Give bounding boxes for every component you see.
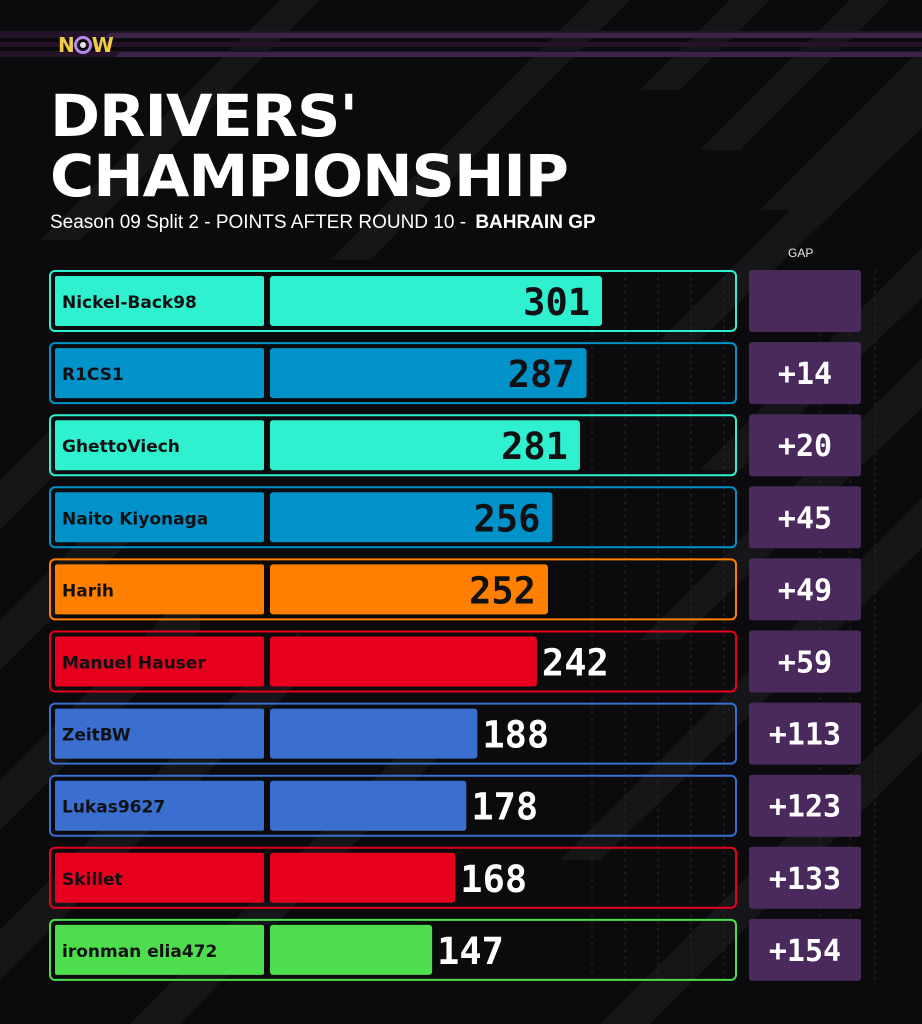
points-bar bbox=[270, 924, 433, 975]
gap-label: +49 bbox=[778, 573, 832, 608]
gap-label: +133 bbox=[769, 862, 841, 897]
driver-name-box bbox=[55, 564, 264, 615]
driver-name-box bbox=[55, 420, 264, 471]
logo-o-icon bbox=[73, 35, 92, 54]
event-name: BAHRAIN GP bbox=[475, 212, 596, 233]
gap-column-header: GAP bbox=[788, 246, 814, 260]
points-bar bbox=[270, 780, 467, 831]
driver-name-box bbox=[55, 636, 264, 687]
row-frame bbox=[49, 630, 737, 693]
driver-name: GhettoViech bbox=[62, 437, 180, 457]
points-bar bbox=[270, 276, 602, 326]
points-label: 281 bbox=[501, 425, 568, 468]
row-frame bbox=[49, 702, 737, 765]
driver-name: Harih bbox=[62, 581, 114, 601]
name-separator bbox=[265, 348, 269, 399]
gap-box bbox=[749, 846, 861, 909]
row-frame bbox=[49, 486, 737, 549]
driver-name: ZeitBW bbox=[62, 726, 131, 746]
points-label: 252 bbox=[469, 569, 536, 612]
driver-name-box bbox=[55, 708, 264, 759]
points-bar bbox=[270, 852, 456, 903]
name-separator bbox=[265, 564, 269, 615]
points-bar bbox=[270, 564, 548, 615]
row-frame bbox=[49, 342, 737, 405]
points-bar bbox=[270, 348, 587, 399]
gap-box bbox=[749, 918, 861, 981]
driver-name: Skillet bbox=[62, 870, 123, 890]
driver-name: Nickel-Back98 bbox=[62, 293, 197, 313]
gap-box bbox=[749, 414, 861, 477]
points-label: 147 bbox=[437, 930, 504, 973]
gap-box bbox=[749, 702, 861, 765]
points-label: 178 bbox=[471, 786, 538, 829]
title-line-2: CHAMPIONSHIP bbox=[50, 142, 569, 210]
name-separator bbox=[265, 636, 269, 687]
subtitle-text: Season 09 Split 2 - POINTS AFTER ROUND 1… bbox=[50, 212, 467, 233]
driver-name-box bbox=[55, 852, 264, 903]
title-line-1: DRIVERS' bbox=[50, 82, 358, 150]
driver-name-box bbox=[55, 348, 264, 399]
gap-label: +59 bbox=[778, 646, 832, 681]
points-label: 242 bbox=[542, 642, 609, 685]
driver-name-box bbox=[55, 924, 264, 975]
points-bar bbox=[270, 420, 580, 471]
gap-box bbox=[749, 342, 861, 405]
name-separator bbox=[265, 852, 269, 903]
name-separator bbox=[265, 420, 269, 471]
points-bar bbox=[270, 708, 478, 759]
name-separator bbox=[265, 924, 269, 975]
gap-box bbox=[749, 558, 861, 621]
gap-box bbox=[749, 486, 861, 549]
page-title: DRIVERS' CHAMPIONSHIP bbox=[50, 82, 569, 210]
points-bar bbox=[270, 492, 553, 543]
name-separator bbox=[265, 492, 269, 543]
points-label: 188 bbox=[482, 714, 549, 757]
gap-label: +113 bbox=[769, 718, 841, 753]
row-frame bbox=[49, 846, 737, 909]
gap-label: +154 bbox=[769, 934, 841, 969]
points-label: 256 bbox=[474, 497, 541, 540]
gap-box bbox=[749, 774, 861, 837]
driver-name-box bbox=[55, 492, 264, 543]
driver-name: Manuel Hauser bbox=[62, 654, 206, 674]
points-bar bbox=[270, 636, 537, 687]
points-label: 301 bbox=[523, 281, 590, 324]
row-frame bbox=[49, 774, 737, 837]
row-frame bbox=[49, 918, 737, 981]
gap-box bbox=[749, 630, 861, 693]
name-separator bbox=[265, 276, 269, 326]
points-label: 168 bbox=[460, 858, 527, 901]
row-frame bbox=[49, 414, 737, 477]
driver-name-box bbox=[55, 276, 264, 326]
gap-box bbox=[749, 270, 861, 332]
gap-label: +14 bbox=[778, 357, 832, 392]
driver-name: Naito Kiyonaga bbox=[62, 509, 208, 529]
gap-label: +20 bbox=[778, 429, 832, 464]
points-label: 287 bbox=[508, 353, 575, 396]
gap-label: +123 bbox=[769, 790, 841, 825]
gap-label: +45 bbox=[778, 501, 832, 536]
row-frame bbox=[49, 558, 737, 621]
subtitle: Season 09 Split 2 - POINTS AFTER ROUND 1… bbox=[50, 212, 596, 234]
name-separator bbox=[265, 708, 269, 759]
driver-name: Lukas9627 bbox=[62, 798, 165, 818]
row-frame bbox=[49, 270, 737, 332]
driver-name: R1CS1 bbox=[62, 365, 124, 385]
driver-name-box bbox=[55, 780, 264, 831]
name-separator bbox=[265, 780, 269, 831]
driver-name: ironman elia472 bbox=[62, 942, 217, 962]
